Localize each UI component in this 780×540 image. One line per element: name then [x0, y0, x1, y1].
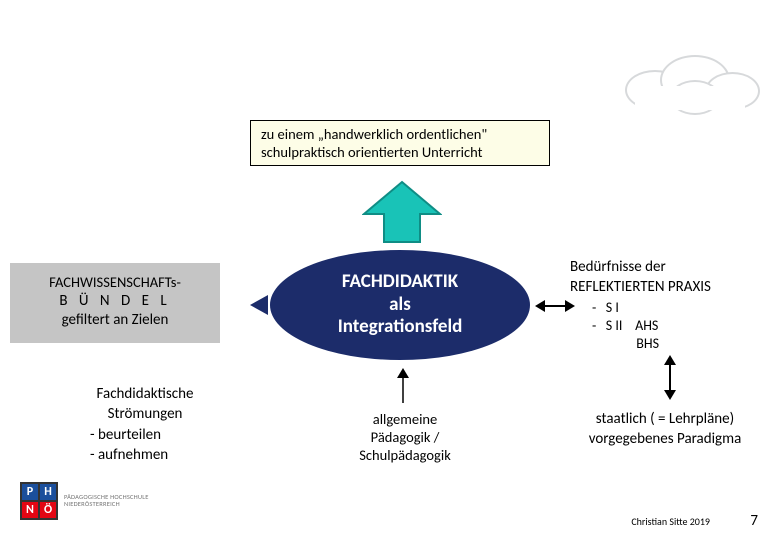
- logo-text: PÄDAGOGISCHE HOCHSCHULE NIEDERÖSTERREICH: [64, 494, 149, 508]
- right-item1: - S I: [592, 299, 770, 317]
- right-needs-block: Bedürfnisse der REFLEKTIERTEN PRAXIS - S…: [570, 258, 770, 354]
- leftbox-line2: B Ü N D E L: [16, 292, 214, 312]
- logo-O: Ö: [39, 501, 57, 519]
- right-title-line2: REFLEKTIERTEN PRAXIS: [570, 278, 770, 298]
- cloud-shape: [625, 50, 765, 120]
- bl-line2: Strömungen: [60, 405, 230, 425]
- left-grey-box: FACHWISSENSCHAFTs- B Ü N D E L gefiltert…: [10, 263, 220, 343]
- ellipse-line3: Integrationsfeld: [338, 316, 463, 339]
- vertical-double-arrow: [660, 355, 680, 400]
- top-result-box: zu einem „handwerklich ordentlichen" sch…: [250, 120, 550, 166]
- topbox-line1: zu einem „handwerklich ordentlichen": [261, 125, 539, 143]
- ellipse-line1: FACHDIDAKTIK: [338, 271, 463, 294]
- right-item2: - S II AHS: [592, 317, 770, 335]
- leftbox-line1: FACHWISSENSCHAFTs-: [16, 273, 214, 292]
- bottom-center-block: allgemeine Pädagogik / Schulpädagogik: [330, 410, 480, 464]
- bc-line1: allgemeine: [330, 410, 480, 428]
- logo-text-line2: NIEDERÖSTERREICH: [64, 501, 149, 508]
- logo-grid: P H N Ö: [20, 482, 58, 520]
- right-item3: BHS: [592, 335, 770, 353]
- leftbox-line3: gefiltert an Zielen: [16, 311, 214, 331]
- logo-H: H: [39, 483, 57, 501]
- credit-text: Christian Sitte 2019: [631, 515, 710, 528]
- right-title-line1: Bedürfnisse der: [570, 258, 770, 278]
- bc-line3: Schulpädagogik: [330, 446, 480, 464]
- bl-line1: Fachdidaktische: [60, 385, 230, 405]
- topbox-line2: schulpraktisch orientierten Unterricht: [261, 143, 539, 161]
- br-line2: vorgegebenes Paradigma: [560, 430, 770, 450]
- page-number: 7: [750, 512, 758, 530]
- bl-bullet2: - aufnehmen: [90, 446, 230, 466]
- thin-up-arrow: [396, 368, 410, 403]
- br-line1: staatlich ( = Lehrpläne): [560, 410, 770, 430]
- bottom-right-block: staatlich ( = Lehrpläne) vorgegebenes Pa…: [560, 410, 770, 449]
- big-up-arrow: [362, 180, 442, 250]
- logo-P: P: [21, 483, 39, 501]
- logo-N: N: [21, 501, 39, 519]
- ellipse-line2: als: [338, 294, 463, 317]
- bottom-left-block: Fachdidaktische Strömungen - beurteilen …: [60, 385, 230, 465]
- center-ellipse: FACHDIDAKTIK als Integrationsfeld: [270, 250, 530, 360]
- horizontal-double-arrow: [535, 295, 575, 317]
- bl-bullet1: - beurteilen: [90, 426, 230, 446]
- ph-noe-logo: P H N Ö PÄDAGOGISCHE HOCHSCHULE NIEDERÖS…: [20, 482, 149, 520]
- bc-line2: Pädagogik /: [330, 428, 480, 446]
